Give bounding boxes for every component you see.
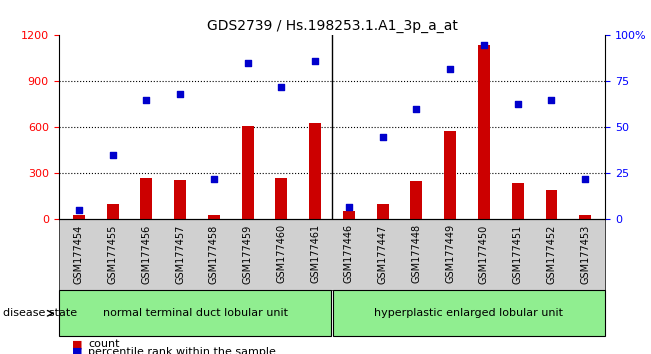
Bar bbox=[309, 123, 321, 219]
Bar bbox=[208, 215, 220, 219]
Text: normal terminal duct lobular unit: normal terminal duct lobular unit bbox=[103, 308, 288, 318]
Point bbox=[107, 152, 118, 158]
Title: GDS2739 / Hs.198253.1.A1_3p_a_at: GDS2739 / Hs.198253.1.A1_3p_a_at bbox=[206, 19, 458, 33]
Bar bbox=[411, 181, 422, 219]
Point bbox=[445, 66, 455, 72]
Bar bbox=[73, 215, 85, 219]
Text: ■: ■ bbox=[72, 339, 82, 349]
Bar bbox=[343, 211, 355, 219]
Point bbox=[209, 176, 219, 182]
Text: disease state: disease state bbox=[3, 308, 77, 318]
Bar bbox=[478, 45, 490, 219]
Bar bbox=[512, 183, 523, 219]
Bar bbox=[546, 190, 557, 219]
Bar bbox=[141, 178, 152, 219]
Text: ■: ■ bbox=[72, 347, 82, 354]
Point bbox=[344, 204, 354, 210]
Bar bbox=[579, 215, 591, 219]
Point bbox=[378, 134, 388, 139]
Point bbox=[175, 91, 186, 97]
Bar bbox=[242, 126, 253, 219]
Point bbox=[512, 101, 523, 106]
Bar bbox=[107, 204, 118, 219]
Point bbox=[546, 97, 557, 103]
Point bbox=[580, 176, 590, 182]
Text: percentile rank within the sample: percentile rank within the sample bbox=[88, 347, 276, 354]
Point bbox=[276, 84, 286, 90]
Bar bbox=[275, 178, 287, 219]
Point bbox=[411, 106, 422, 112]
Point bbox=[478, 42, 489, 47]
Text: hyperplastic enlarged lobular unit: hyperplastic enlarged lobular unit bbox=[374, 308, 563, 318]
Text: count: count bbox=[88, 339, 119, 349]
Point bbox=[141, 97, 152, 103]
Bar bbox=[377, 204, 389, 219]
Bar bbox=[444, 131, 456, 219]
Point bbox=[310, 58, 320, 64]
Bar bbox=[174, 181, 186, 219]
Point bbox=[242, 60, 253, 66]
Point bbox=[74, 207, 84, 213]
